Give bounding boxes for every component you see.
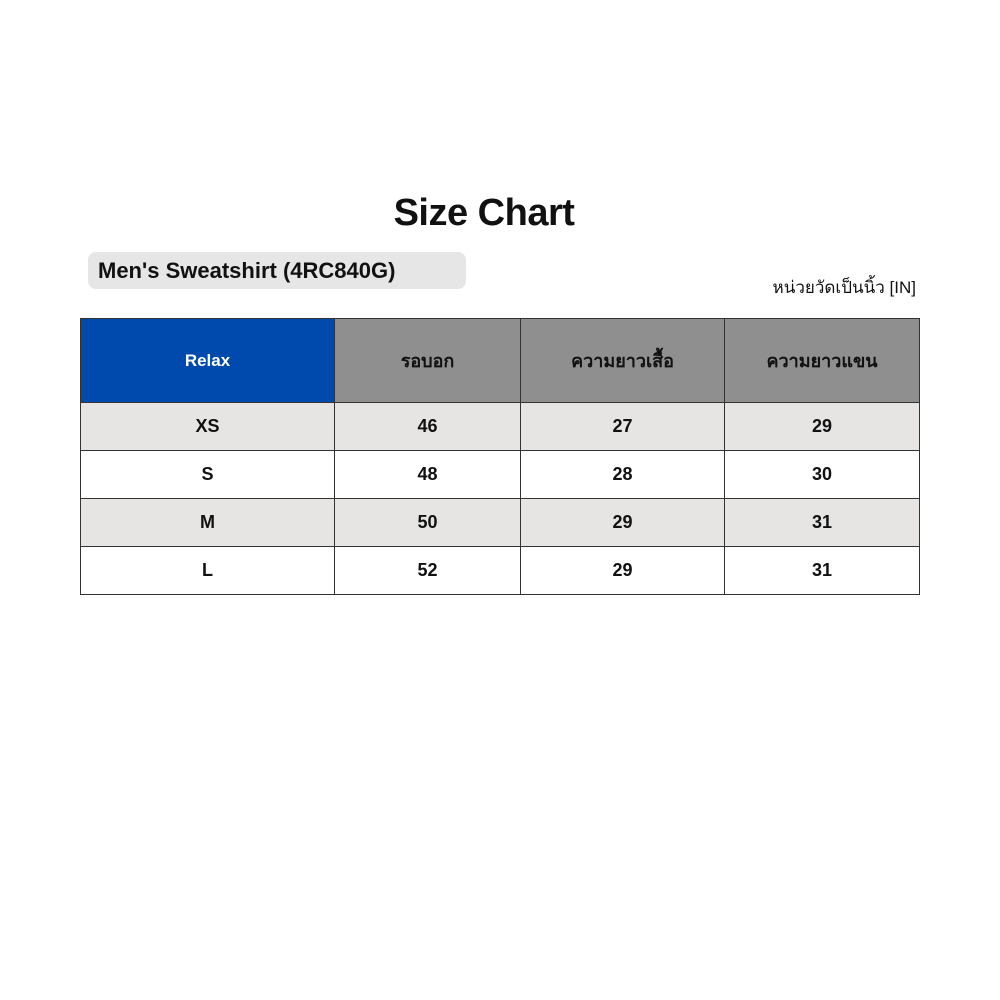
size-cell: S xyxy=(80,450,335,499)
header-body-length: ความยาวเสื้อ xyxy=(520,318,725,403)
body-length-cell: 29 xyxy=(520,546,725,595)
body-length-cell: 29 xyxy=(520,498,725,547)
header-fit: Relax xyxy=(80,318,335,403)
chest-cell: 50 xyxy=(334,498,521,547)
header-sleeve-length: ความยาวแขน xyxy=(724,318,920,403)
size-cell: XS xyxy=(80,402,335,451)
header-chest: รอบอก xyxy=(334,318,521,403)
sleeve-length-cell: 30 xyxy=(724,450,920,499)
table-header-row: Relax รอบอก ความยาวเสื้อ ความยาวแขน xyxy=(80,318,920,403)
table-row: L 52 29 31 xyxy=(80,546,920,595)
size-cell: L xyxy=(80,546,335,595)
product-name-badge: Men's Sweatshirt (4RC840G) xyxy=(88,252,466,289)
page-title: Size Chart xyxy=(393,192,575,234)
size-table: Relax รอบอก ความยาวเสื้อ ความยาวแขน XS 4… xyxy=(80,318,920,595)
sleeve-length-cell: 29 xyxy=(724,402,920,451)
sleeve-length-cell: 31 xyxy=(724,498,920,547)
body-length-cell: 28 xyxy=(520,450,725,499)
table-row: M 50 29 31 xyxy=(80,498,920,547)
chest-cell: 48 xyxy=(334,450,521,499)
chest-cell: 46 xyxy=(334,402,521,451)
body-length-cell: 27 xyxy=(520,402,725,451)
chest-cell: 52 xyxy=(334,546,521,595)
size-cell: M xyxy=(80,498,335,547)
units-note: หน่วยวัดเป็นนิ้ว [IN] xyxy=(772,278,916,297)
sleeve-length-cell: 31 xyxy=(724,546,920,595)
table-row: S 48 28 30 xyxy=(80,450,920,499)
table-row: XS 46 27 29 xyxy=(80,402,920,451)
